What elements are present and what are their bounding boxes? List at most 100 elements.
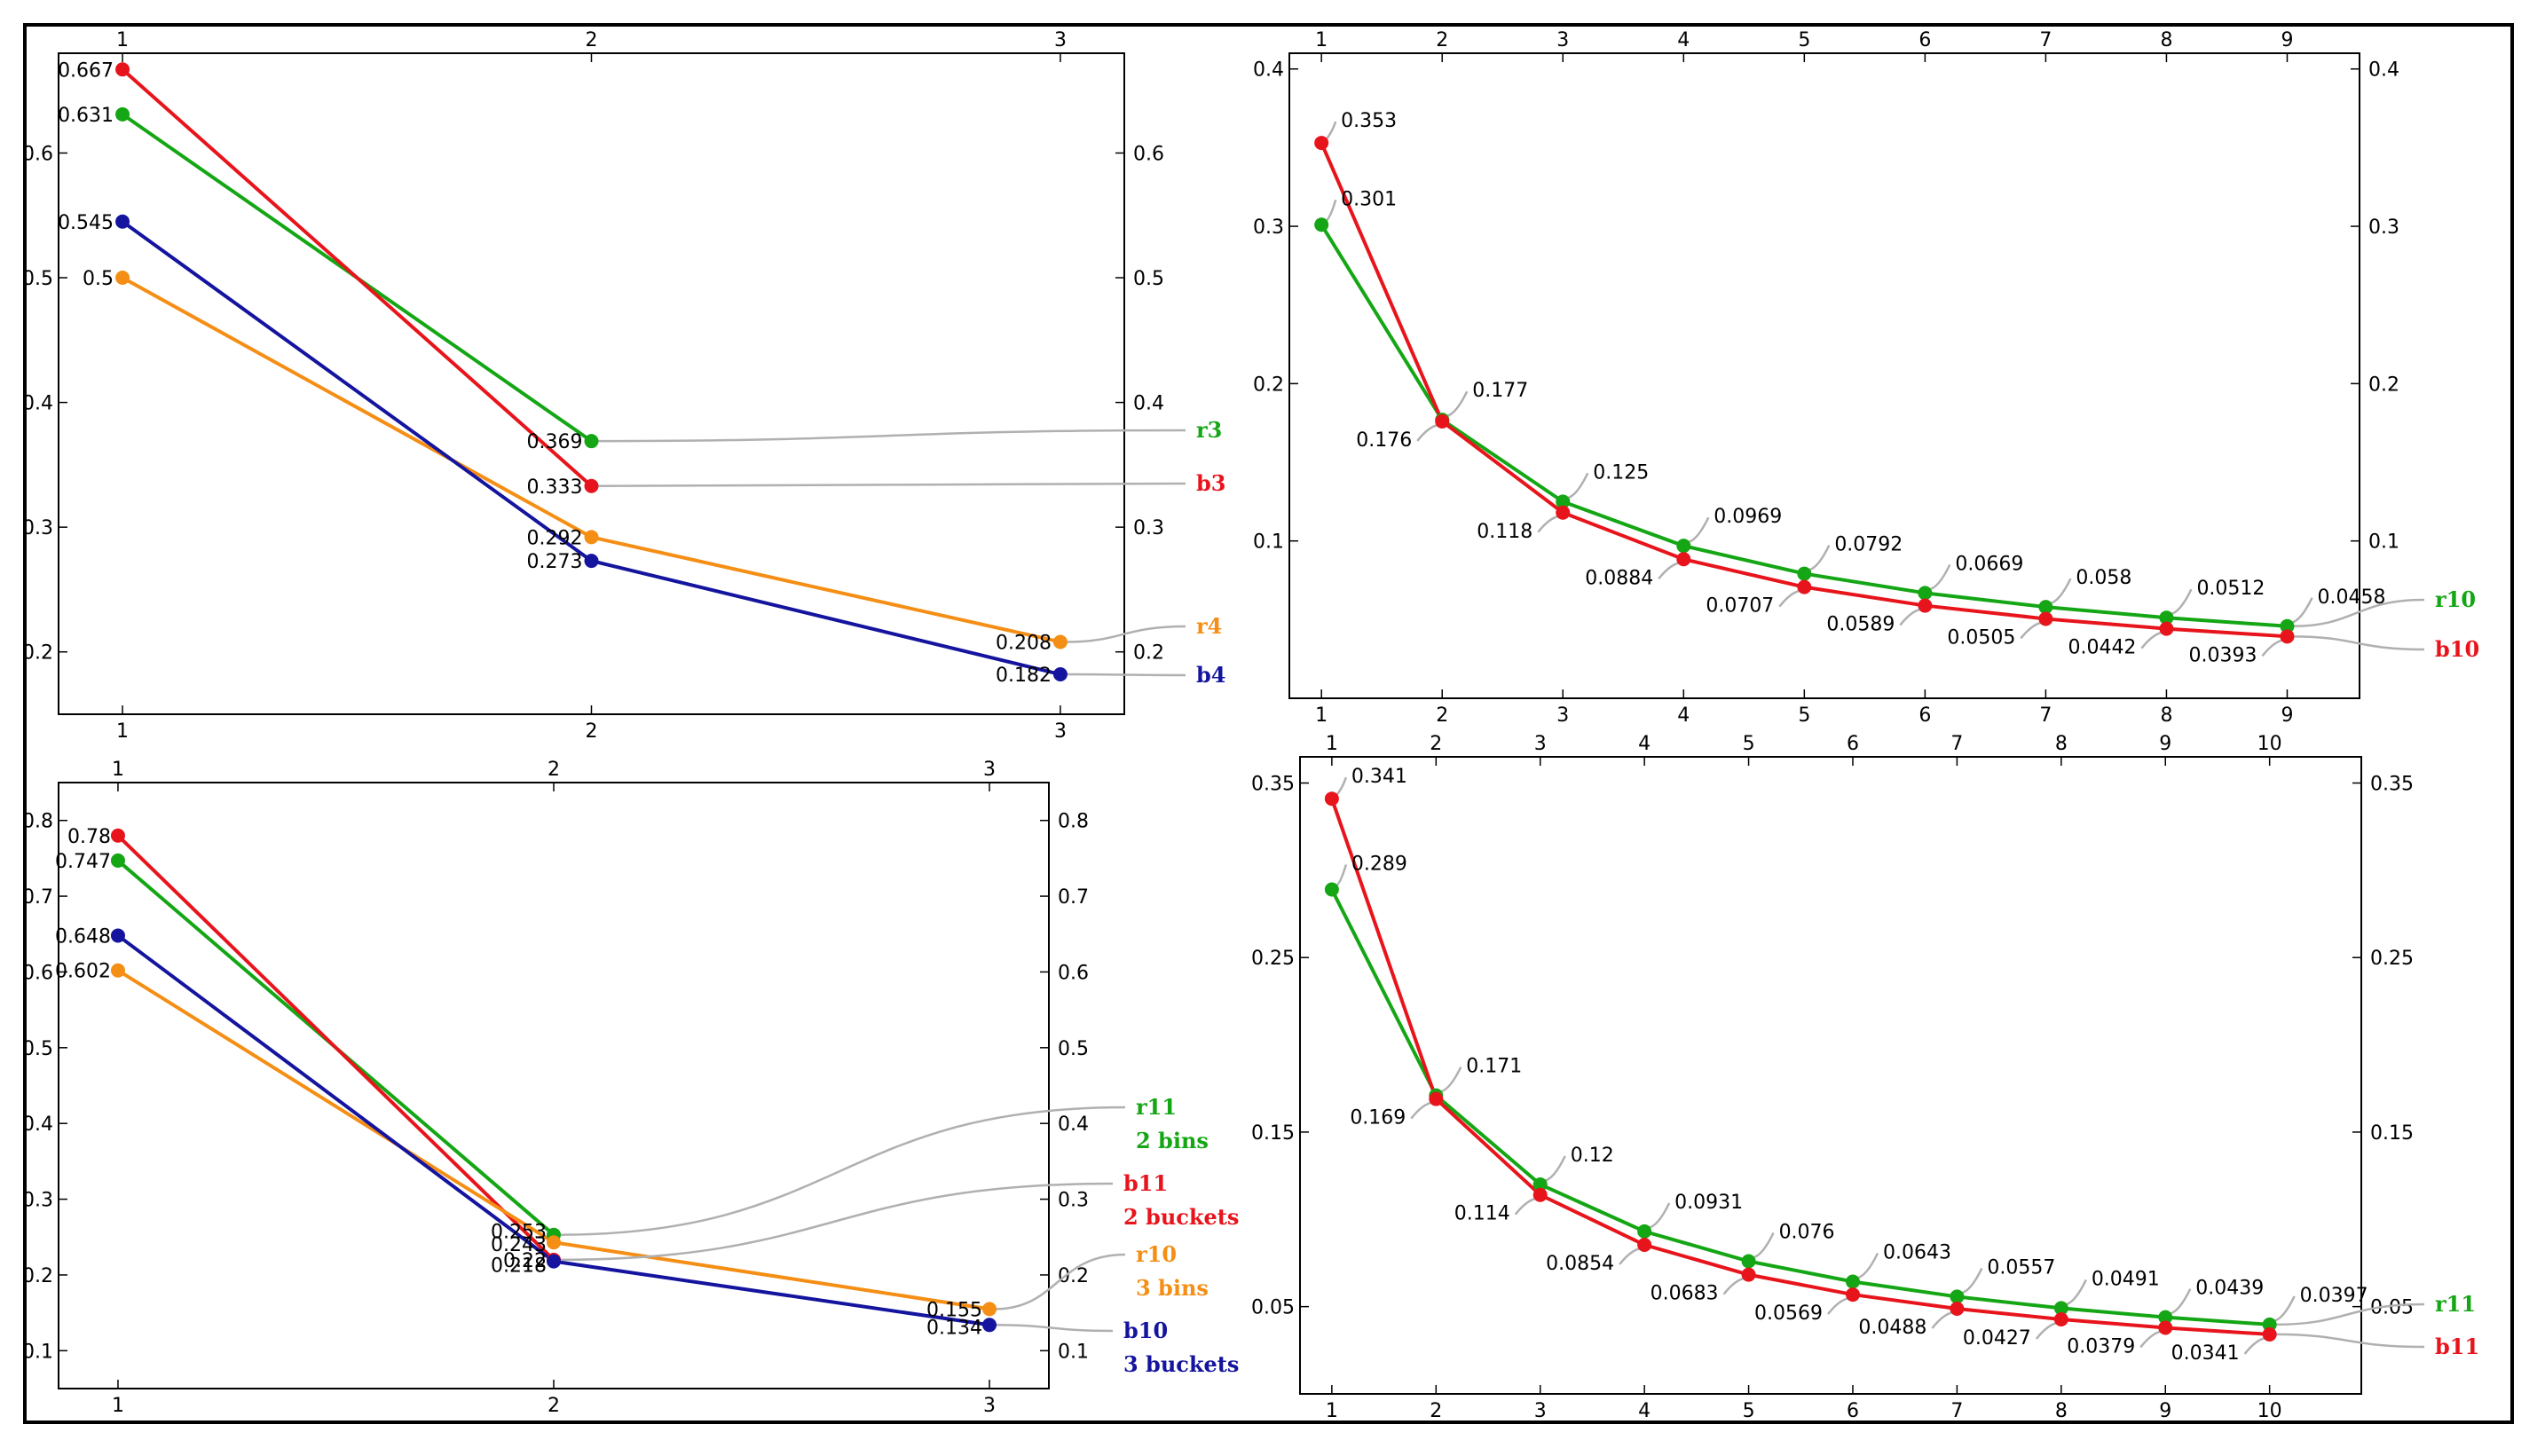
series-line-red: [121, 67, 593, 488]
point-label: 0.218: [491, 1255, 547, 1278]
plot-area: [1299, 756, 2362, 1395]
point-label: 0.22: [503, 1250, 547, 1272]
point-label: 0.0491: [2092, 1268, 2160, 1290]
point-label: 0.0643: [1883, 1242, 1951, 1264]
data-point-red: [2262, 1326, 2277, 1342]
y-tick-label: 0.1: [1253, 531, 1284, 554]
y-tick-label: 0.6: [22, 143, 53, 165]
x-tick-label-top: 2: [1430, 733, 1442, 755]
series-line-green: [1320, 224, 2288, 628]
x-tick-label: 3: [983, 1395, 996, 1417]
series-end-label: b4: [1196, 662, 1225, 688]
x-tick-label-top: 8: [2055, 733, 2068, 755]
x-tick-label-top: 10: [2257, 733, 2282, 755]
x-tick-label-top: 5: [1743, 733, 1755, 755]
data-point-orange: [115, 271, 130, 286]
series-line-red: [1320, 142, 2288, 639]
point-label-leader: [1960, 1267, 1983, 1295]
data-point-red: [2159, 621, 2174, 636]
x-tick-label-top: 3: [983, 759, 996, 781]
x-tick-label: 6: [1847, 1400, 1859, 1422]
data-point-blue: [547, 1254, 561, 1269]
data-point-red: [1324, 791, 1339, 807]
x-tick-label-top: 2: [586, 29, 598, 51]
point-label: 0.208: [996, 632, 1052, 654]
point-label: 0.0427: [1963, 1327, 2031, 1350]
y-tick-label-right: 0.2: [1133, 642, 1164, 665]
data-point-red: [2053, 1312, 2068, 1327]
x-tick-label: 4: [1638, 1400, 1651, 1422]
x-tick-label-top: 8: [2160, 29, 2172, 51]
series-end-label: 3 buckets: [1123, 1351, 1239, 1377]
y-tick-label-right: 0.6: [1058, 962, 1089, 984]
series-end-label: r11: [1136, 1094, 1177, 1120]
y-tick-label: 0.8: [22, 811, 53, 833]
point-label-leader: [1619, 1247, 1642, 1265]
point-label: 0.545: [58, 212, 114, 234]
y-tick-label-right: 0.5: [1133, 268, 1164, 290]
point-label: 0.0569: [1754, 1303, 1823, 1325]
data-point-red: [1435, 413, 1450, 429]
point-label: 0.0969: [1714, 506, 1782, 528]
series-end-label: b11: [1123, 1170, 1168, 1196]
point-label: 0.0393: [2188, 644, 2257, 666]
point-label-leader: [2064, 1279, 2087, 1306]
point-label-leader: [1855, 1252, 1879, 1279]
point-label: 0.177: [1472, 380, 1528, 402]
y-tick-label-right: 0.2: [1058, 1265, 1089, 1287]
x-tick-label: 1: [1326, 1400, 1338, 1422]
data-point-green: [1532, 1177, 1548, 1192]
x-tick-label-top: 7: [1950, 733, 1963, 755]
series-end-label: b10: [2435, 636, 2479, 662]
point-label: 0.0439: [2195, 1278, 2264, 1300]
x-tick-label-top: 1: [1315, 29, 1328, 51]
y-tick-label: 0.4: [1253, 59, 1284, 82]
data-point-green: [1676, 539, 1691, 554]
x-tick-label: 1: [1315, 704, 1328, 727]
x-tick-label-top: 7: [2039, 29, 2052, 51]
y-tick-label: 0.35: [1251, 774, 1295, 796]
point-label: 0.076: [1779, 1221, 1835, 1243]
y-tick-label: 0.7: [22, 886, 53, 909]
x-tick-label-top: 2: [1436, 29, 1448, 51]
series-end-label: 2 bins: [1136, 1128, 1209, 1153]
point-label: 0.0397: [2300, 1285, 2368, 1307]
data-point-green: [1324, 882, 1339, 897]
data-point-green: [1797, 566, 1812, 581]
point-label: 0.0931: [1674, 1192, 1743, 1214]
end-label-leader: [2274, 1333, 2425, 1349]
point-label: 0.353: [1341, 110, 1397, 132]
point-label: 0.0669: [1955, 553, 2023, 575]
point-label-leader: [1899, 608, 1922, 626]
point-label-leader: [1752, 1232, 1775, 1259]
series-end-label: r3: [1196, 417, 1222, 443]
plot-area: [58, 782, 1050, 1389]
point-label: 0.5: [83, 268, 114, 290]
point-label: 0.182: [996, 665, 1052, 687]
series-end-label: b10: [1123, 1318, 1168, 1343]
series-end-label: b3: [1196, 470, 1225, 496]
data-point-red: [1741, 1267, 1756, 1282]
data-point-red: [2158, 1320, 2173, 1335]
point-label-leader: [1928, 563, 1951, 591]
point-label: 0.0488: [1858, 1317, 1926, 1339]
point-label: 0.253: [491, 1222, 547, 1244]
series-end-label: r11: [2435, 1291, 2476, 1317]
y-tick-label: 0.25: [1251, 948, 1295, 970]
point-label: 0.648: [55, 925, 111, 948]
y-tick-label: 0.5: [22, 1038, 53, 1060]
end-label-leader: [596, 429, 1186, 443]
point-label-leader: [1324, 199, 1337, 223]
data-point-red: [1918, 598, 1933, 613]
x-tick-label-top: 3: [1054, 29, 1067, 51]
data-point-green: [110, 853, 125, 868]
x-tick-label: 2: [548, 1395, 560, 1417]
y-tick-label-right: 0.1: [1058, 1341, 1089, 1363]
y-tick-label: 0.3: [22, 517, 53, 539]
point-label: 0.289: [1351, 854, 1407, 876]
point-label-leader: [1410, 1101, 1433, 1120]
data-point-green: [1314, 217, 1329, 232]
